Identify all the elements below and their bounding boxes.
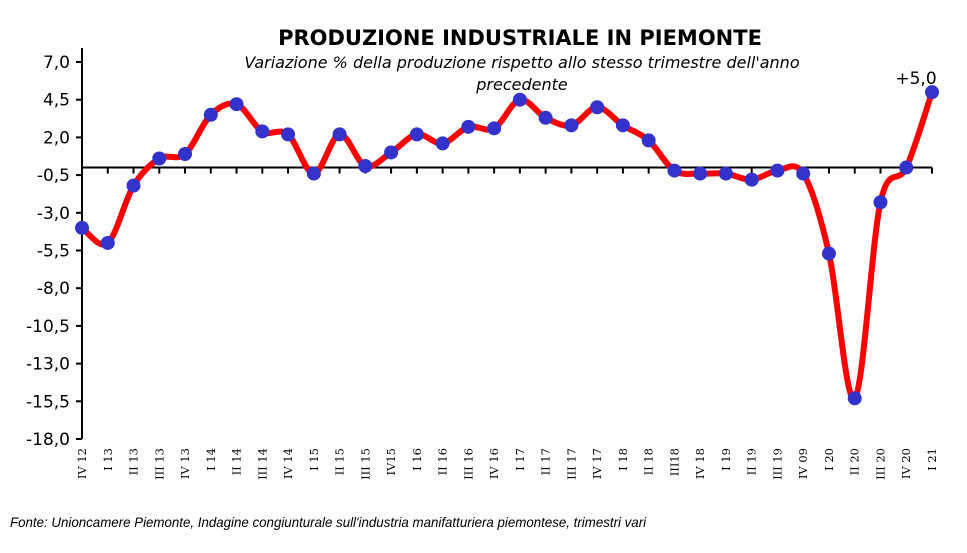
- x-tick-label: III 14: [255, 448, 269, 480]
- x-tick-label: II 13: [127, 448, 141, 475]
- data-point: [435, 136, 450, 151]
- x-tick-label: I 17: [513, 448, 527, 471]
- x-tick-label: I 18: [616, 448, 630, 471]
- data-point: [281, 127, 296, 142]
- x-tick-label: IV 09: [796, 448, 810, 479]
- y-axis: 7,0 4,5 2,0 -0,5 -3,0 -5,5 -8,0 -10,5 -13,0 -15,5…: [26, 48, 83, 450]
- data-point: [332, 127, 347, 142]
- x-tick-label: I 14: [204, 448, 218, 471]
- data-point: [126, 178, 141, 193]
- x-tick-label: III 17: [564, 448, 578, 480]
- data-point: [306, 166, 321, 181]
- x-tick-label: I 19: [719, 448, 733, 471]
- source-note: Fonte: Unioncamere Piemonte, Indagine co…: [10, 514, 647, 530]
- x-tick-label: IV 18: [693, 448, 707, 479]
- x-tick-label: II 19: [745, 448, 759, 475]
- data-point: [203, 107, 218, 122]
- y-tick-label: -0,5: [37, 166, 70, 186]
- x-tick-label: IV15: [384, 448, 398, 475]
- data-point: [925, 85, 939, 100]
- x-tick-label: I 13: [101, 448, 115, 471]
- x-tick-label: III18: [667, 448, 681, 476]
- y-tick-label: 2,0: [43, 128, 70, 148]
- x-tick-label: I 16: [410, 448, 424, 471]
- x-tick-label: II 16: [436, 448, 450, 475]
- x-tick-label: II 18: [642, 448, 656, 475]
- data-point: [796, 166, 811, 181]
- data-point: [667, 163, 682, 178]
- x-tick-label: IV 14: [281, 448, 295, 479]
- data-point: [512, 92, 527, 107]
- x-tick-label: IV 16: [487, 448, 501, 479]
- x-tick-label: IV 12: [75, 448, 89, 479]
- x-tick-label: IV 17: [590, 448, 604, 479]
- x-tick-label: II 17: [539, 448, 553, 475]
- data-point: [641, 133, 656, 148]
- data-point: [178, 146, 193, 161]
- data-point: [744, 172, 759, 187]
- y-tick-label: -18,0: [26, 430, 70, 450]
- data-point: [538, 110, 553, 125]
- x-tick-label: III 15: [358, 448, 372, 480]
- x-tick-label: III 19: [770, 448, 784, 480]
- data-point: [718, 166, 733, 181]
- x-tick-label: II 15: [333, 448, 347, 475]
- x-tick-label: IV 20: [899, 448, 913, 479]
- y-tick-label: -8,0: [37, 279, 70, 299]
- y-tick-label: -15,5: [26, 392, 70, 412]
- data-point: [75, 220, 89, 235]
- data-point: [358, 159, 373, 174]
- data-point: [229, 97, 244, 112]
- data-point: [873, 195, 888, 210]
- data-point: [847, 391, 862, 406]
- annotation-last-value: +5,0: [895, 69, 936, 89]
- data-point: [564, 118, 579, 133]
- y-tick-label: -3,0: [37, 204, 70, 224]
- chart-title: PRODUZIONE INDUSTRIALE IN PIEMONTE: [278, 26, 762, 50]
- x-axis: IV 12 I 13 II 13 III 13 IV 13 I 14 II 14 III 14…: [75, 166, 939, 480]
- data-point: [590, 100, 605, 115]
- x-tick-label: III 20: [873, 448, 887, 480]
- series-line: [79, 89, 935, 402]
- x-tick-label: I 20: [822, 448, 836, 471]
- data-point: [821, 246, 836, 261]
- y-tick-label: -13,0: [26, 355, 70, 375]
- data-point: [409, 127, 424, 142]
- x-tick-label: III 16: [461, 448, 475, 480]
- y-tick-label: 4,5: [43, 91, 70, 111]
- data-point: [255, 124, 270, 139]
- x-tick-label: II 14: [230, 448, 244, 475]
- chart-subtitle-line2: precedente: [475, 75, 568, 94]
- data-point: [461, 119, 476, 134]
- data-point: [899, 160, 914, 175]
- x-tick-label: III 13: [152, 448, 166, 480]
- x-tick-label: II 20: [848, 448, 862, 475]
- data-point: [487, 121, 502, 136]
- data-point: [100, 235, 115, 250]
- data-point: [615, 118, 630, 133]
- data-point: [693, 166, 708, 181]
- y-tick-label: -5,5: [37, 242, 70, 262]
- data-point: [770, 163, 785, 178]
- y-tick-label: 7,0: [43, 53, 70, 73]
- chart-subtitle-line1: Variazione % della produzione rispetto a…: [244, 53, 799, 72]
- x-tick-label: I 15: [307, 448, 321, 471]
- data-point: [152, 151, 167, 166]
- series-markers: [75, 85, 939, 406]
- x-tick-label: IV 13: [178, 448, 192, 479]
- y-tick-label: -10,5: [26, 317, 70, 337]
- data-point: [384, 145, 399, 160]
- x-tick-label: I 21: [925, 448, 939, 471]
